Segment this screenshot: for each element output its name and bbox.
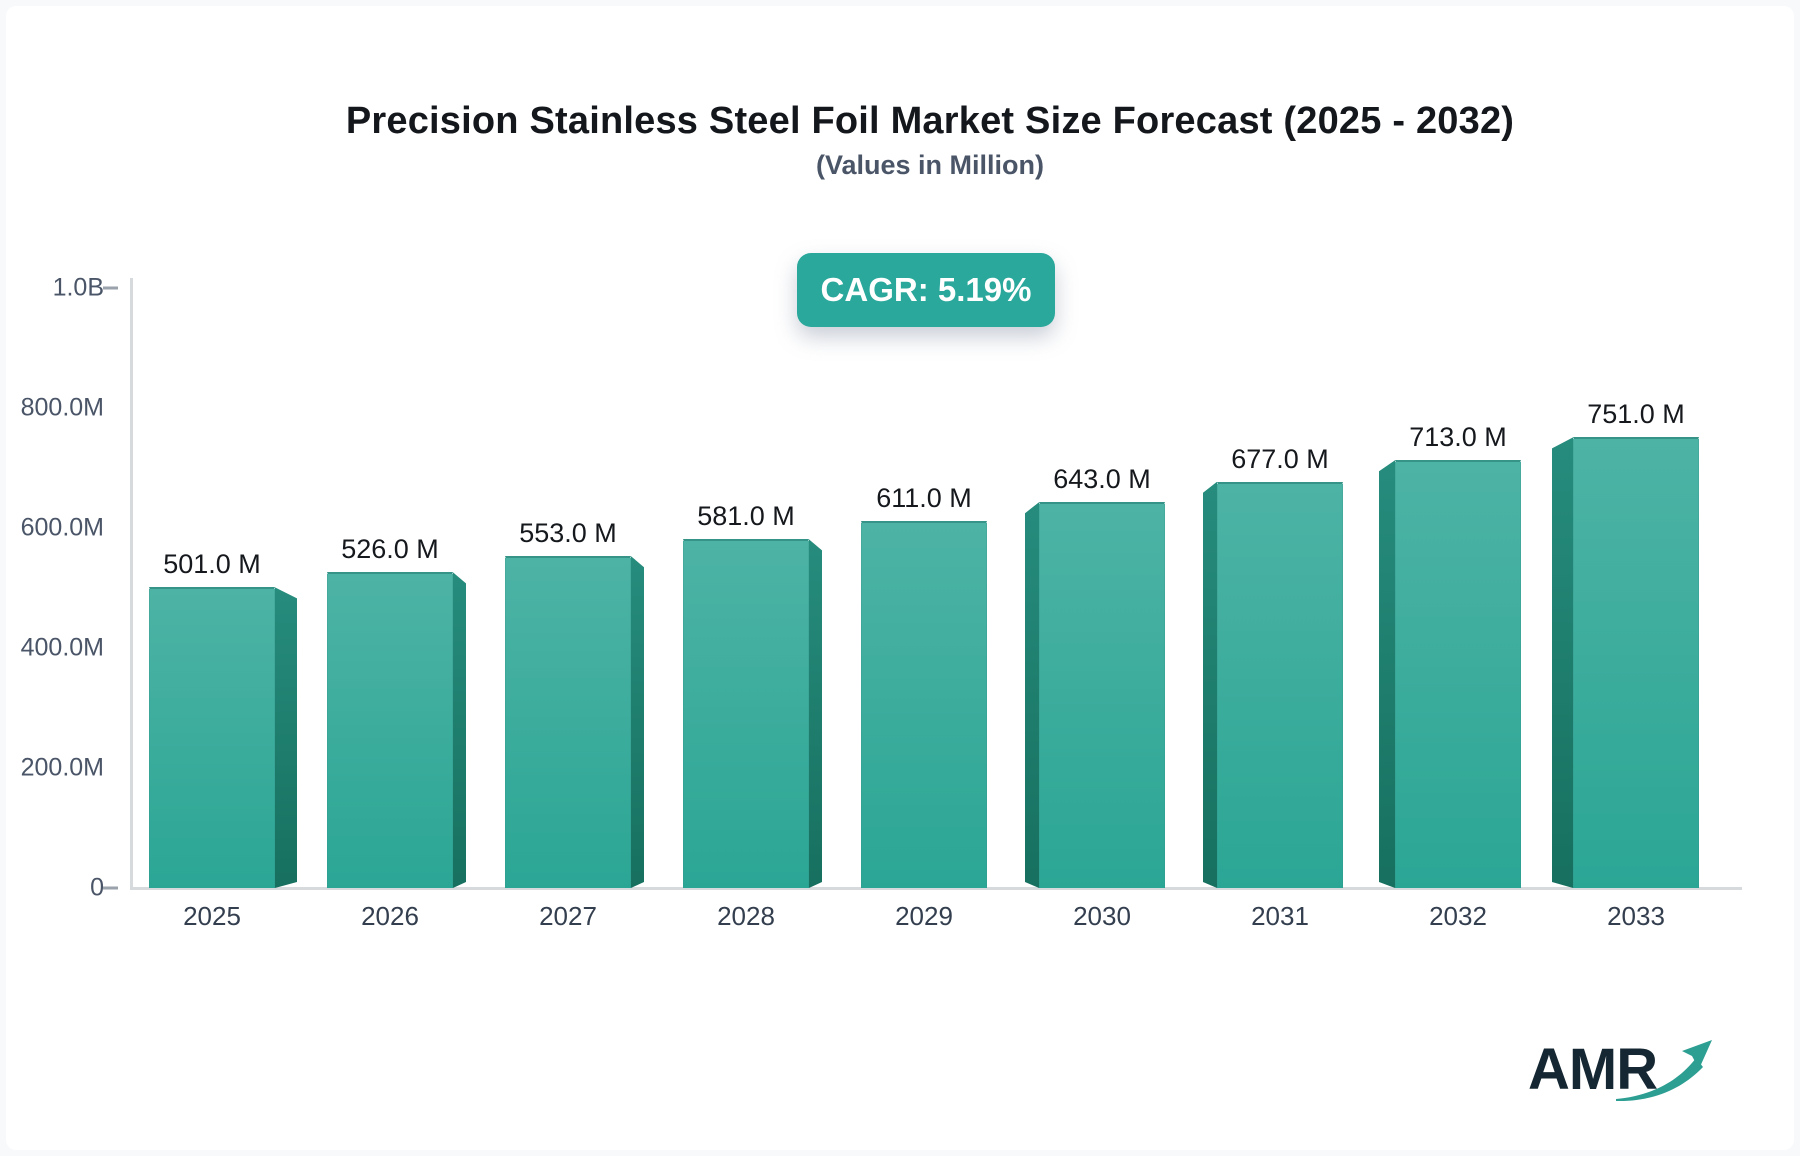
- y-tick-dash: [103, 886, 118, 890]
- bar-side-2026: [453, 572, 466, 888]
- amr-logo-text: AMR: [1528, 1037, 1658, 1102]
- bar-value-label-2026: 526.0 M: [341, 534, 439, 565]
- bar-2029[interactable]: [861, 521, 987, 888]
- x-axis-line: [130, 887, 1742, 890]
- bar-2026[interactable]: [327, 572, 453, 888]
- y-tick-label-1.0B: 1.0B: [52, 273, 104, 302]
- y-tick-label-200.0M: 200.0M: [20, 753, 104, 782]
- bar-value-label-2033: 751.0 M: [1587, 399, 1685, 430]
- chart-subtitle: (Values in Million): [815, 150, 1045, 180]
- x-axis-label-2033: 2033: [1607, 901, 1665, 931]
- bar-value-label-2029: 611.0 M: [876, 483, 972, 514]
- x-axis-label-2029: 2029: [895, 901, 953, 931]
- x-axis-label-2030: 2030: [1073, 901, 1131, 931]
- bar-2027[interactable]: [505, 556, 631, 888]
- x-axis-label-2025: 2025: [183, 901, 241, 931]
- chart-stage: Precision Stainless Steel Foil Market Si…: [6, 6, 1794, 1150]
- y-tick-label-0: 0: [90, 873, 104, 902]
- bar-value-label-2032: 713.0 M: [1409, 422, 1507, 453]
- amr-logo: AMR: [1528, 1036, 1718, 1116]
- bar-value-label-2027: 553.0 M: [519, 518, 617, 549]
- x-axis-label-2031: 2031: [1251, 901, 1309, 931]
- bar-2031[interactable]: [1217, 481, 1343, 888]
- chart-title: Precision Stainless Steel Foil Market Si…: [345, 100, 1515, 142]
- bar-2030[interactable]: [1039, 502, 1165, 888]
- y-tick-dash: [103, 286, 118, 290]
- bar-side-2033: [1552, 437, 1573, 888]
- trend-up-arrow-icon: [1616, 1040, 1712, 1102]
- y-tick-label-400.0M: 400.0M: [20, 633, 104, 662]
- x-axis-label-2026: 2026: [361, 901, 419, 931]
- cagr-badge: CAGR: 5.19%: [797, 253, 1055, 327]
- bar-side-2028: [809, 539, 822, 888]
- y-axis-line: [130, 278, 133, 890]
- bar-side-2032: [1379, 460, 1395, 888]
- chart-card: Precision Stainless Steel Foil Market Si…: [6, 6, 1794, 1150]
- y-tick-label-800.0M: 800.0M: [20, 393, 104, 422]
- y-tick-label-600.0M: 600.0M: [20, 513, 104, 542]
- x-axis-label-2027: 2027: [539, 901, 597, 931]
- bar-value-label-2028: 581.0 M: [697, 501, 795, 532]
- bar-side-2027: [631, 556, 644, 888]
- bar-value-label-2030: 643.0 M: [1053, 464, 1151, 495]
- x-axis-label-2028: 2028: [717, 901, 775, 931]
- bar-side-2030: [1025, 502, 1039, 888]
- bar-side-2031: [1203, 482, 1217, 888]
- bar-2028[interactable]: [683, 539, 809, 888]
- x-axis-label-2032: 2032: [1429, 901, 1487, 931]
- bar-side-2025: [275, 587, 297, 888]
- bar-2025[interactable]: [149, 587, 275, 888]
- bar-2033[interactable]: [1573, 437, 1699, 888]
- bar-value-label-2031: 677.0 M: [1231, 443, 1329, 474]
- bar-value-label-2025: 501.0 M: [163, 549, 261, 580]
- bar-2032[interactable]: [1395, 460, 1521, 888]
